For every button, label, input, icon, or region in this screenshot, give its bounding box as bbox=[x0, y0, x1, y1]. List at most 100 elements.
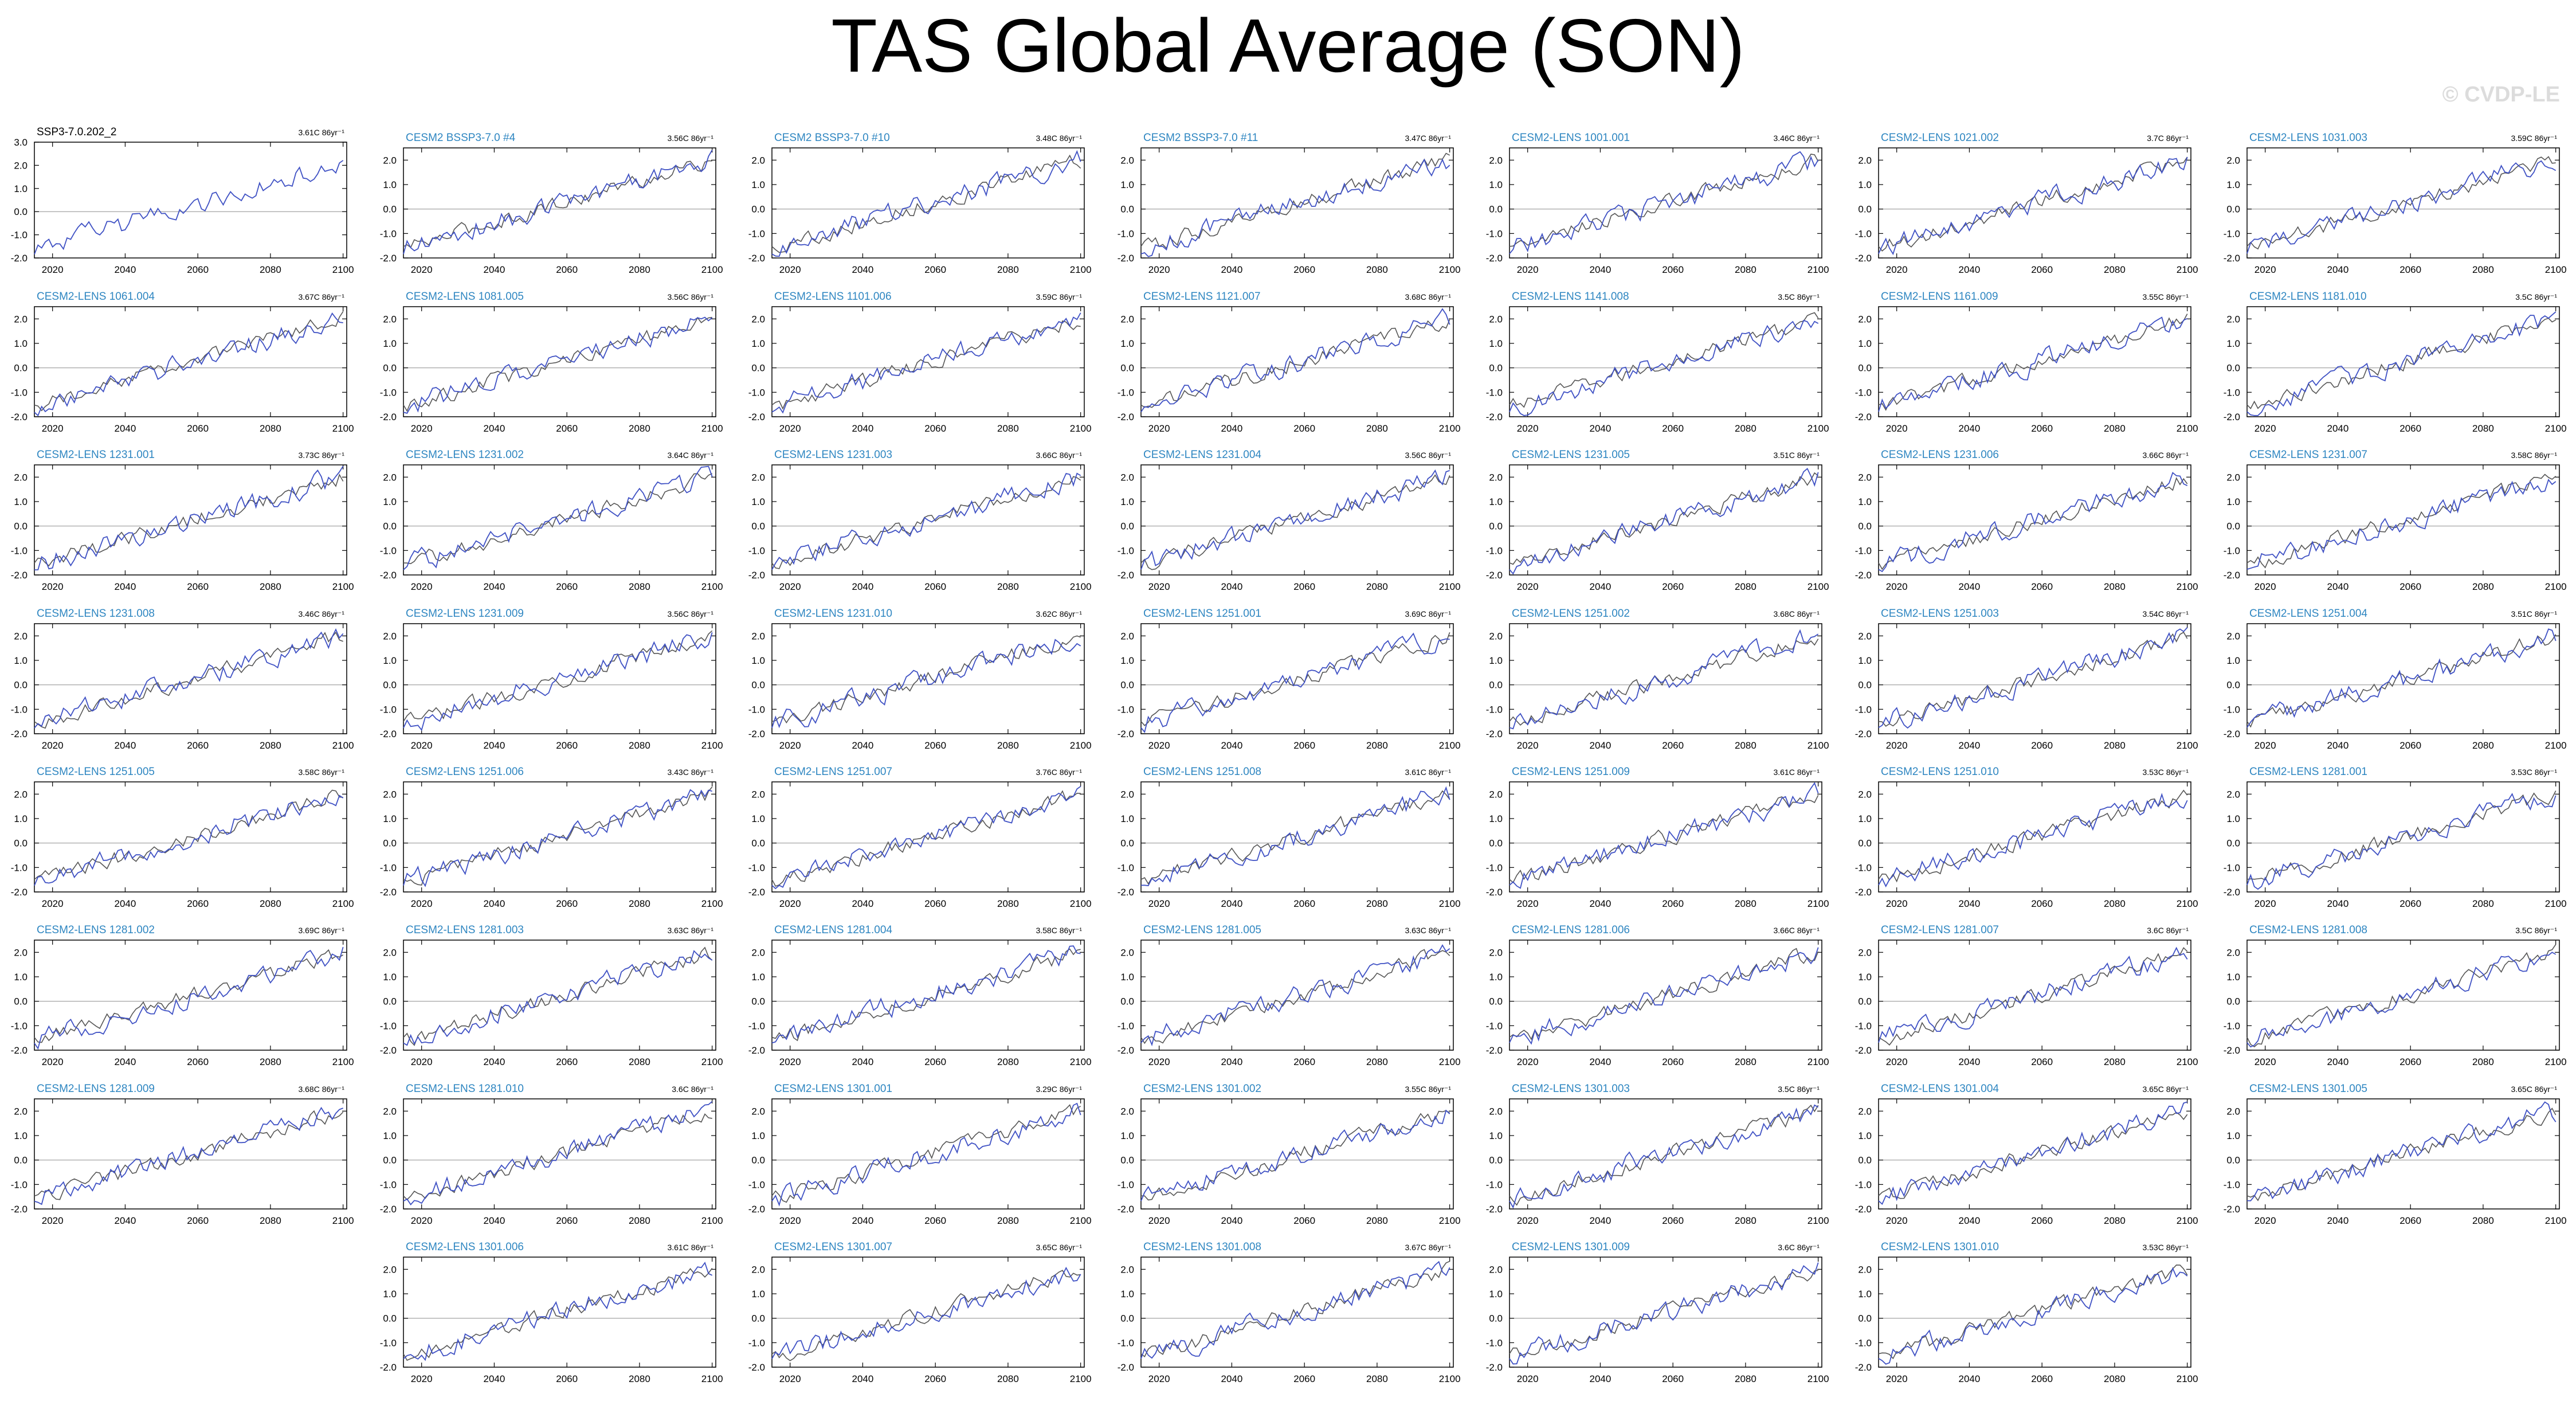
x-tick-label: 2080 bbox=[260, 1215, 281, 1226]
y-tick-label: 0.0 bbox=[1120, 1313, 1134, 1324]
x-tick-label: 2080 bbox=[629, 898, 650, 909]
x-tick-label: 2100 bbox=[332, 423, 354, 434]
x-tick-label: 2040 bbox=[2327, 423, 2349, 434]
panel-trend-label: 3.5C 86yr⁻¹ bbox=[1778, 292, 1820, 302]
panel-frame bbox=[771, 464, 1085, 576]
y-tick-label: 2.0 bbox=[2226, 947, 2240, 958]
y-tick-label: 2.0 bbox=[751, 631, 765, 641]
panel-trend-label: 3.58C 86yr⁻¹ bbox=[1036, 926, 1082, 935]
panel-frame bbox=[1509, 147, 1822, 259]
x-tick-label: 2080 bbox=[1366, 1056, 1388, 1067]
reference-series-line bbox=[771, 948, 1081, 1042]
panel-trend-label: 3.76C 86yr⁻¹ bbox=[1036, 768, 1082, 777]
y-tick-label: -1.0 bbox=[1855, 1020, 1872, 1031]
panel-trend-label: 3.54C 86yr⁻¹ bbox=[2142, 609, 2189, 619]
member-series-line bbox=[1509, 1104, 1819, 1209]
y-tick-label: -2.0 bbox=[1855, 253, 1872, 264]
panel-frame bbox=[403, 1098, 716, 1210]
x-tick-label: 2020 bbox=[2255, 581, 2276, 592]
y-tick-label: -1.0 bbox=[1855, 228, 1872, 239]
member-series-line bbox=[771, 472, 1081, 570]
x-tick-label: 2060 bbox=[1662, 423, 1684, 434]
chart-panel: CESM2-LENS 1301.003 3.5C 86yr⁻¹ 2.0 1.0 0.0 -… bbox=[1486, 1083, 1829, 1226]
member-series-line bbox=[1878, 156, 2188, 256]
y-tick-label: -2.0 bbox=[748, 729, 765, 739]
y-tick-label: -2.0 bbox=[1855, 1045, 1872, 1056]
x-tick-label: 2020 bbox=[2255, 898, 2276, 909]
y-tick-label: 1.0 bbox=[1489, 655, 1503, 666]
x-tick-label: 2060 bbox=[1662, 264, 1684, 275]
member-series-line bbox=[1509, 319, 1819, 416]
x-tick-label: 2060 bbox=[924, 1215, 946, 1226]
x-tick-label: 2020 bbox=[1886, 898, 1908, 909]
y-tick-label: 1.0 bbox=[2226, 655, 2240, 666]
y-tick-label: 0.0 bbox=[1858, 1313, 1872, 1324]
panel-frame bbox=[1140, 1098, 1454, 1210]
y-tick-label: 0.0 bbox=[383, 363, 397, 374]
y-tick-label: -2.0 bbox=[748, 570, 765, 581]
x-tick-label: 2080 bbox=[1366, 1215, 1388, 1226]
x-tick-label: 2020 bbox=[1148, 1373, 1170, 1384]
x-tick-label: 2060 bbox=[1662, 581, 1684, 592]
x-tick-label: 2080 bbox=[997, 264, 1019, 275]
panel-title: CESM2-LENS 1181.010 bbox=[2249, 291, 2367, 303]
y-tick-label: 1.0 bbox=[751, 813, 765, 824]
y-tick-label: -2.0 bbox=[1118, 1204, 1134, 1215]
x-tick-label: 2020 bbox=[411, 898, 433, 909]
x-tick-label: 2020 bbox=[779, 264, 801, 275]
x-tick-label: 2100 bbox=[2545, 581, 2567, 592]
panel-frame bbox=[403, 623, 716, 734]
y-tick-label: 1.0 bbox=[751, 1289, 765, 1300]
panel-trend-label: 3.55C 86yr⁻¹ bbox=[1405, 1085, 1451, 1094]
reference-series-line bbox=[1509, 1105, 1819, 1206]
chart-panel: CESM2-LENS 1101.006 3.59C 86yr⁻¹ 2.0 1.0 0.0… bbox=[748, 291, 1092, 434]
y-tick-label: 2.0 bbox=[1858, 472, 1872, 483]
panel-trend-label: 3.69C 86yr⁻¹ bbox=[298, 926, 344, 935]
y-tick-label: 2.0 bbox=[2226, 314, 2240, 324]
x-tick-label: 2080 bbox=[2104, 898, 2126, 909]
y-tick-label: -1.0 bbox=[748, 1337, 765, 1348]
y-tick-label: 1.0 bbox=[383, 1130, 397, 1141]
chart-panel: CESM2-LENS 1251.008 3.61C 86yr⁻¹ 2.0 1.0 0.0… bbox=[1118, 766, 1461, 909]
panel-title: CESM2 BSSP3-7.0 #4 bbox=[406, 132, 516, 144]
reference-series-line bbox=[2246, 634, 2557, 728]
x-tick-label: 2020 bbox=[1148, 264, 1170, 275]
x-tick-label: 2040 bbox=[115, 581, 136, 592]
y-tick-label: -2.0 bbox=[748, 1045, 765, 1056]
y-tick-label: -1.0 bbox=[2224, 228, 2240, 239]
y-tick-label: 1.0 bbox=[383, 179, 397, 190]
y-tick-label: 2.0 bbox=[751, 1264, 765, 1275]
x-tick-label: 2020 bbox=[2255, 1215, 2276, 1226]
x-tick-label: 2020 bbox=[1517, 1373, 1539, 1384]
x-tick-label: 2020 bbox=[779, 1373, 801, 1384]
panel-frame bbox=[1878, 623, 2191, 734]
chart-panel: CESM2-LENS 1061.004 3.67C 86yr⁻¹ 2.0 1.0 0.0… bbox=[11, 291, 354, 434]
x-tick-label: 2080 bbox=[2104, 740, 2126, 751]
x-tick-label: 2040 bbox=[115, 740, 136, 751]
y-tick-label: 0.0 bbox=[14, 680, 28, 691]
reference-series-line bbox=[1140, 152, 1450, 249]
member-series-line bbox=[2246, 479, 2557, 570]
y-tick-label: -1.0 bbox=[1855, 704, 1872, 715]
reference-series-line bbox=[2246, 156, 2556, 250]
x-tick-label: 2080 bbox=[260, 423, 281, 434]
reference-series-line bbox=[1878, 1264, 2188, 1360]
reference-series-line bbox=[403, 1267, 713, 1361]
y-tick-label: 2.0 bbox=[1858, 155, 1872, 166]
x-tick-label: 2060 bbox=[1293, 1056, 1315, 1067]
panel-trend-label: 3.46C 86yr⁻¹ bbox=[1773, 134, 1820, 143]
x-tick-label: 2020 bbox=[42, 581, 64, 592]
y-tick-label: -1.0 bbox=[748, 545, 765, 556]
x-tick-label: 2020 bbox=[42, 423, 64, 434]
y-tick-label: 0.0 bbox=[1489, 204, 1503, 215]
panel-title: CESM2-LENS 1251.007 bbox=[774, 766, 892, 778]
x-tick-label: 2060 bbox=[187, 581, 209, 592]
chart-panel: CESM2-LENS 1251.005 3.58C 86yr⁻¹ 2.0 1.0 0.0… bbox=[11, 766, 354, 909]
y-tick-label: 2.0 bbox=[1489, 314, 1503, 324]
y-tick-label: 1.0 bbox=[2226, 496, 2240, 507]
panel-title: CESM2-LENS 1081.005 bbox=[406, 291, 524, 303]
x-tick-label: 2060 bbox=[924, 264, 946, 275]
panel-title: CESM2-LENS 1281.004 bbox=[774, 924, 892, 936]
x-tick-label: 2020 bbox=[1148, 581, 1170, 592]
